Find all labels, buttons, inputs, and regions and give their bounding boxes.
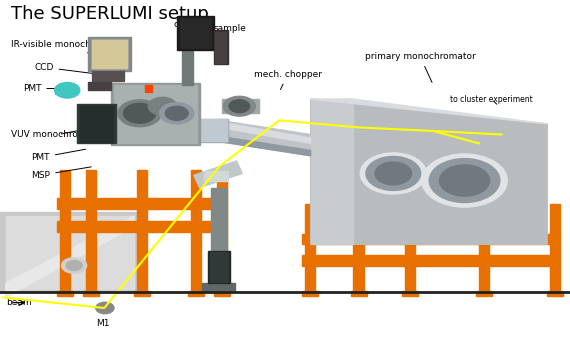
Bar — [83, 291, 99, 296]
Bar — [60, 170, 70, 292]
Polygon shape — [6, 216, 134, 289]
Text: The SUPERLUMI setup: The SUPERLUMI setup — [11, 5, 209, 23]
Circle shape — [66, 261, 82, 270]
Bar — [210, 252, 228, 282]
Text: CCD: CCD — [34, 63, 97, 74]
Bar — [77, 104, 116, 143]
Bar — [302, 234, 556, 244]
Bar — [57, 198, 222, 209]
Text: to cluster experiment: to cluster experiment — [450, 95, 533, 104]
Bar — [402, 291, 418, 296]
Bar — [476, 291, 492, 296]
Text: sample: sample — [214, 24, 247, 43]
Text: cryostat: cryostat — [174, 20, 211, 40]
Bar — [222, 99, 259, 113]
Polygon shape — [311, 99, 547, 124]
Bar — [200, 119, 228, 142]
Bar — [92, 71, 124, 81]
Bar — [57, 291, 73, 296]
Bar — [91, 39, 128, 69]
Bar — [302, 255, 556, 266]
Bar — [201, 119, 227, 141]
Circle shape — [160, 103, 194, 124]
Polygon shape — [6, 216, 134, 297]
Text: mech. chopper: mech. chopper — [254, 70, 321, 90]
Bar — [214, 30, 228, 64]
Bar — [180, 18, 211, 48]
Bar — [351, 291, 367, 296]
Bar — [547, 291, 563, 296]
Circle shape — [55, 82, 80, 98]
Circle shape — [360, 153, 426, 194]
Text: beam: beam — [6, 298, 31, 307]
Bar — [177, 16, 214, 50]
Circle shape — [118, 100, 161, 127]
Polygon shape — [311, 99, 547, 244]
Bar — [204, 171, 228, 181]
Bar — [92, 40, 127, 68]
Text: VUV monochromator: VUV monochromator — [11, 128, 105, 139]
Bar — [134, 291, 150, 296]
Bar — [208, 251, 230, 283]
Circle shape — [165, 106, 188, 120]
Bar — [305, 204, 315, 292]
Bar — [80, 106, 113, 142]
Text: PMT: PMT — [31, 149, 86, 162]
Bar — [214, 291, 230, 296]
Text: M2: M2 — [214, 169, 227, 178]
Polygon shape — [0, 212, 140, 292]
Bar — [215, 32, 226, 63]
Bar — [550, 204, 560, 292]
Bar — [114, 85, 197, 143]
Bar — [145, 85, 152, 92]
Circle shape — [422, 154, 507, 207]
Bar — [302, 291, 318, 296]
Circle shape — [366, 156, 421, 190]
Text: PMT: PMT — [23, 84, 71, 93]
Circle shape — [124, 103, 156, 123]
Bar — [86, 170, 96, 292]
Polygon shape — [311, 99, 353, 244]
Bar — [217, 170, 227, 292]
Polygon shape — [219, 122, 311, 143]
Bar — [88, 37, 131, 71]
Circle shape — [96, 302, 114, 314]
Bar — [57, 221, 222, 232]
Circle shape — [62, 258, 87, 273]
Polygon shape — [219, 120, 311, 156]
Bar — [182, 50, 193, 85]
Text: IR-visible monochromator: IR-visible monochromator — [11, 40, 128, 57]
Bar — [202, 283, 235, 292]
Circle shape — [439, 165, 490, 196]
Bar — [137, 170, 147, 292]
Bar — [88, 82, 111, 90]
Circle shape — [229, 100, 250, 113]
Bar — [353, 204, 364, 292]
Bar — [188, 291, 204, 296]
Bar — [405, 204, 415, 292]
Polygon shape — [194, 161, 242, 188]
Bar — [479, 204, 489, 292]
Circle shape — [148, 97, 177, 115]
Text: primary monochromator: primary monochromator — [365, 52, 475, 82]
Bar — [191, 170, 201, 292]
Bar — [55, 87, 69, 94]
Circle shape — [223, 96, 255, 116]
Circle shape — [375, 162, 412, 185]
Text: MSP: MSP — [31, 167, 91, 180]
Polygon shape — [219, 136, 311, 156]
Circle shape — [429, 159, 500, 202]
Text: M1: M1 — [96, 313, 109, 329]
Bar — [211, 188, 227, 292]
Bar — [111, 83, 200, 145]
